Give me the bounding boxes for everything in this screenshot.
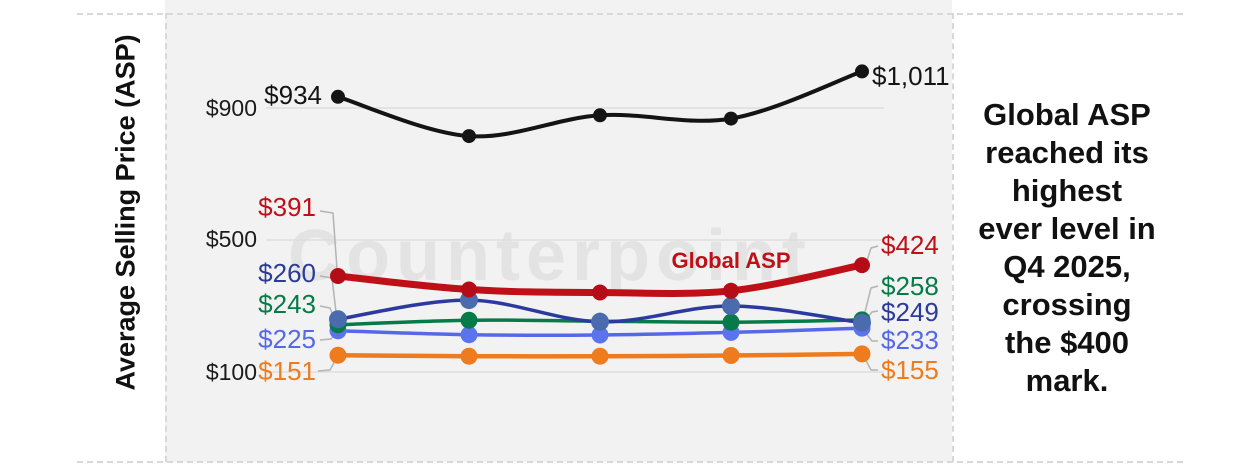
plot-background	[165, 0, 952, 462]
annotation-line: highest	[1011, 173, 1123, 208]
dashed-border-top	[77, 13, 1183, 15]
annotation-line: Q4 2025,	[1003, 249, 1131, 284]
data-label-orange-end: $155	[881, 355, 939, 385]
annotation-line: ever level in	[978, 211, 1156, 246]
dashed-border-bottom	[77, 461, 1183, 463]
annotation-line: reached its	[985, 135, 1149, 170]
data-label-globalasp-start: $391	[258, 192, 316, 222]
y-tick-500: $500	[205, 226, 257, 252]
annotation-panel: Global ASP reached its highest ever leve…	[952, 96, 1182, 400]
annotation-line: mark.	[1025, 363, 1109, 398]
y-axis-title: Average Selling Price (ASP)	[110, 34, 141, 391]
data-label-orange-start: $151	[258, 356, 316, 386]
data-label-periwinkle-end: $233	[881, 325, 939, 355]
data-label-globalasp-end: $424	[881, 230, 939, 260]
data-label-green-end: $258	[881, 271, 939, 301]
y-tick-100: $100	[205, 359, 257, 385]
data-label-green-start: $243	[258, 289, 316, 319]
dashed-border-left	[165, 13, 167, 462]
data-label-navy-end: $249	[881, 297, 939, 327]
data-label-periwinkle-start: $225	[258, 324, 316, 354]
annotation-line: Global ASP	[983, 97, 1151, 132]
data-label-black-end: $1,011	[872, 61, 950, 91]
dashed-divider-chart-text	[952, 13, 954, 462]
data-label-black-start: $934	[264, 80, 322, 110]
global-asp-series-label: Global ASP	[671, 248, 791, 273]
data-label-navy-start: $260	[258, 258, 316, 288]
annotation-line: crossing	[1002, 287, 1132, 322]
y-tick-900: $900	[205, 95, 257, 121]
annotation-line: the $400	[1004, 325, 1130, 360]
